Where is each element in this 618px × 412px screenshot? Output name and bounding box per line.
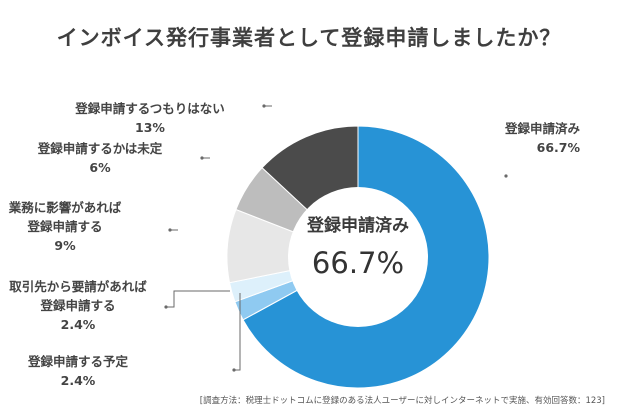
center-label: 登録申請済み <box>306 215 409 236</box>
leader-dot-5 <box>262 104 266 108</box>
leader-dot-4 <box>200 156 204 160</box>
leader-dot-2 <box>164 305 168 309</box>
leader-line-2 <box>166 290 230 308</box>
slice-label-5-0: 登録申請するつもりはない <box>74 101 225 116</box>
slice-label-4-0: 登録申請するかは未定 <box>37 141 163 156</box>
slice-labels: 登録申請済み66.7%登録申請する予定2.4%取引先から要請があれば登録申請する… <box>8 101 581 388</box>
leader-dot-3 <box>168 228 172 232</box>
chart-title: インボイス発行事業者として登録申請しましたか？ <box>57 26 562 50</box>
slice-label-0-0: 登録申請済み <box>504 121 581 136</box>
slice-label-1-0: 登録申請する予定 <box>27 354 129 369</box>
footnote: [調査方法：税理士ドットコムに登録のある法人ユーザーに対しインターネットで実施、… <box>200 395 605 406</box>
donut-hole <box>288 187 428 327</box>
center-value: 66.7% <box>312 246 404 280</box>
leader-line-1 <box>234 293 241 371</box>
slice-label-2-1: 登録申請する <box>39 298 115 313</box>
slice-label-3-1: 登録申請する <box>26 219 102 234</box>
slice-percent-2: 2.4% <box>61 317 96 332</box>
slice-label-2-0: 取引先から要請があれば <box>9 279 147 294</box>
slice-percent-0: 66.7% <box>537 140 581 155</box>
leader-dot-1 <box>232 368 236 372</box>
slice-percent-4: 6% <box>89 160 111 175</box>
slice-percent-3: 9% <box>54 238 76 253</box>
leader-dot-0 <box>504 174 508 178</box>
slice-percent-5: 13% <box>135 120 165 135</box>
slice-percent-1: 2.4% <box>61 373 96 388</box>
slice-label-3-0: 業務に影響があれば <box>8 200 122 215</box>
